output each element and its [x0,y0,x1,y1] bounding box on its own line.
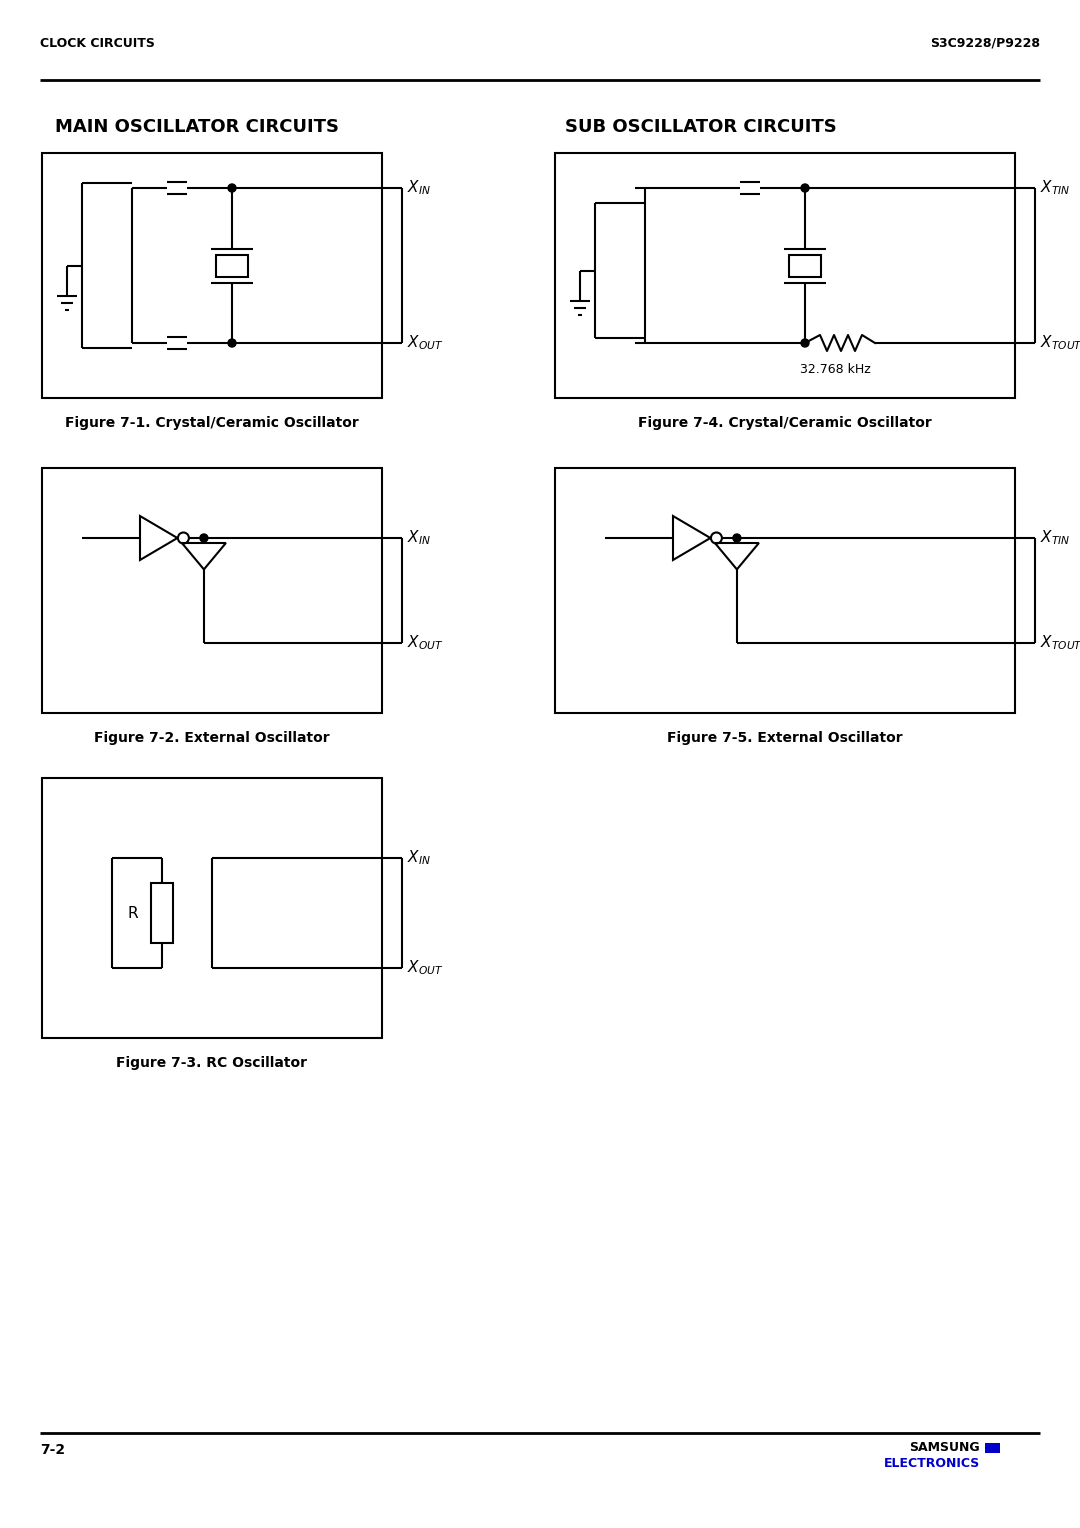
Bar [555,153,1015,397]
Text: Figure 7-5. External Oscillator: Figure 7-5. External Oscillator [667,730,903,746]
Circle shape [200,533,207,542]
Text: $X_{TOUT}$: $X_{TOUT}$ [1040,634,1080,652]
Text: $X_{IN}$: $X_{IN}$ [407,179,431,197]
Text: $X_{OUT}$: $X_{OUT}$ [407,634,444,652]
Bar [151,883,173,943]
Circle shape [801,183,809,193]
Text: CLOCK CIRCUITS: CLOCK CIRCUITS [40,37,154,50]
Bar [216,255,248,277]
Bar [985,1442,1000,1453]
Text: S3C9228/P9228: S3C9228/P9228 [930,37,1040,50]
Text: $X_{IN}$: $X_{IN}$ [407,529,431,547]
Text: SAMSUNG: SAMSUNG [909,1441,980,1455]
Text: $X_{IN}$: $X_{IN}$ [407,848,431,868]
Bar [42,778,382,1038]
Bar [42,153,382,397]
Text: $X_{TIN}$: $X_{TIN}$ [1040,179,1070,197]
Circle shape [228,183,237,193]
Bar [789,255,821,277]
Text: Figure 7-2. External Oscillator: Figure 7-2. External Oscillator [94,730,329,746]
Text: Figure 7-3. RC Oscillator: Figure 7-3. RC Oscillator [117,1056,308,1070]
Bar [42,468,382,714]
Text: 32.768 kHz: 32.768 kHz [799,364,870,376]
Text: 7-2: 7-2 [40,1442,65,1458]
Text: $X_{TIN}$: $X_{TIN}$ [1040,529,1070,547]
Circle shape [801,339,809,347]
Text: ELECTRONICS: ELECTRONICS [883,1458,980,1470]
Circle shape [733,533,741,542]
Text: $X_{TOUT}$: $X_{TOUT}$ [1040,333,1080,353]
Text: Figure 7-4. Crystal/Ceramic Oscillator: Figure 7-4. Crystal/Ceramic Oscillator [638,416,932,429]
Bar [555,468,1015,714]
Text: SUB OSCILLATOR CIRCUITS: SUB OSCILLATOR CIRCUITS [565,118,837,136]
Text: Figure 7-1. Crystal/Ceramic Oscillator: Figure 7-1. Crystal/Ceramic Oscillator [65,416,359,429]
Text: MAIN OSCILLATOR CIRCUITS: MAIN OSCILLATOR CIRCUITS [55,118,339,136]
Text: $X_{OUT}$: $X_{OUT}$ [407,333,444,353]
Text: $X_{OUT}$: $X_{OUT}$ [407,958,444,978]
Text: R: R [127,906,138,920]
Circle shape [228,339,237,347]
